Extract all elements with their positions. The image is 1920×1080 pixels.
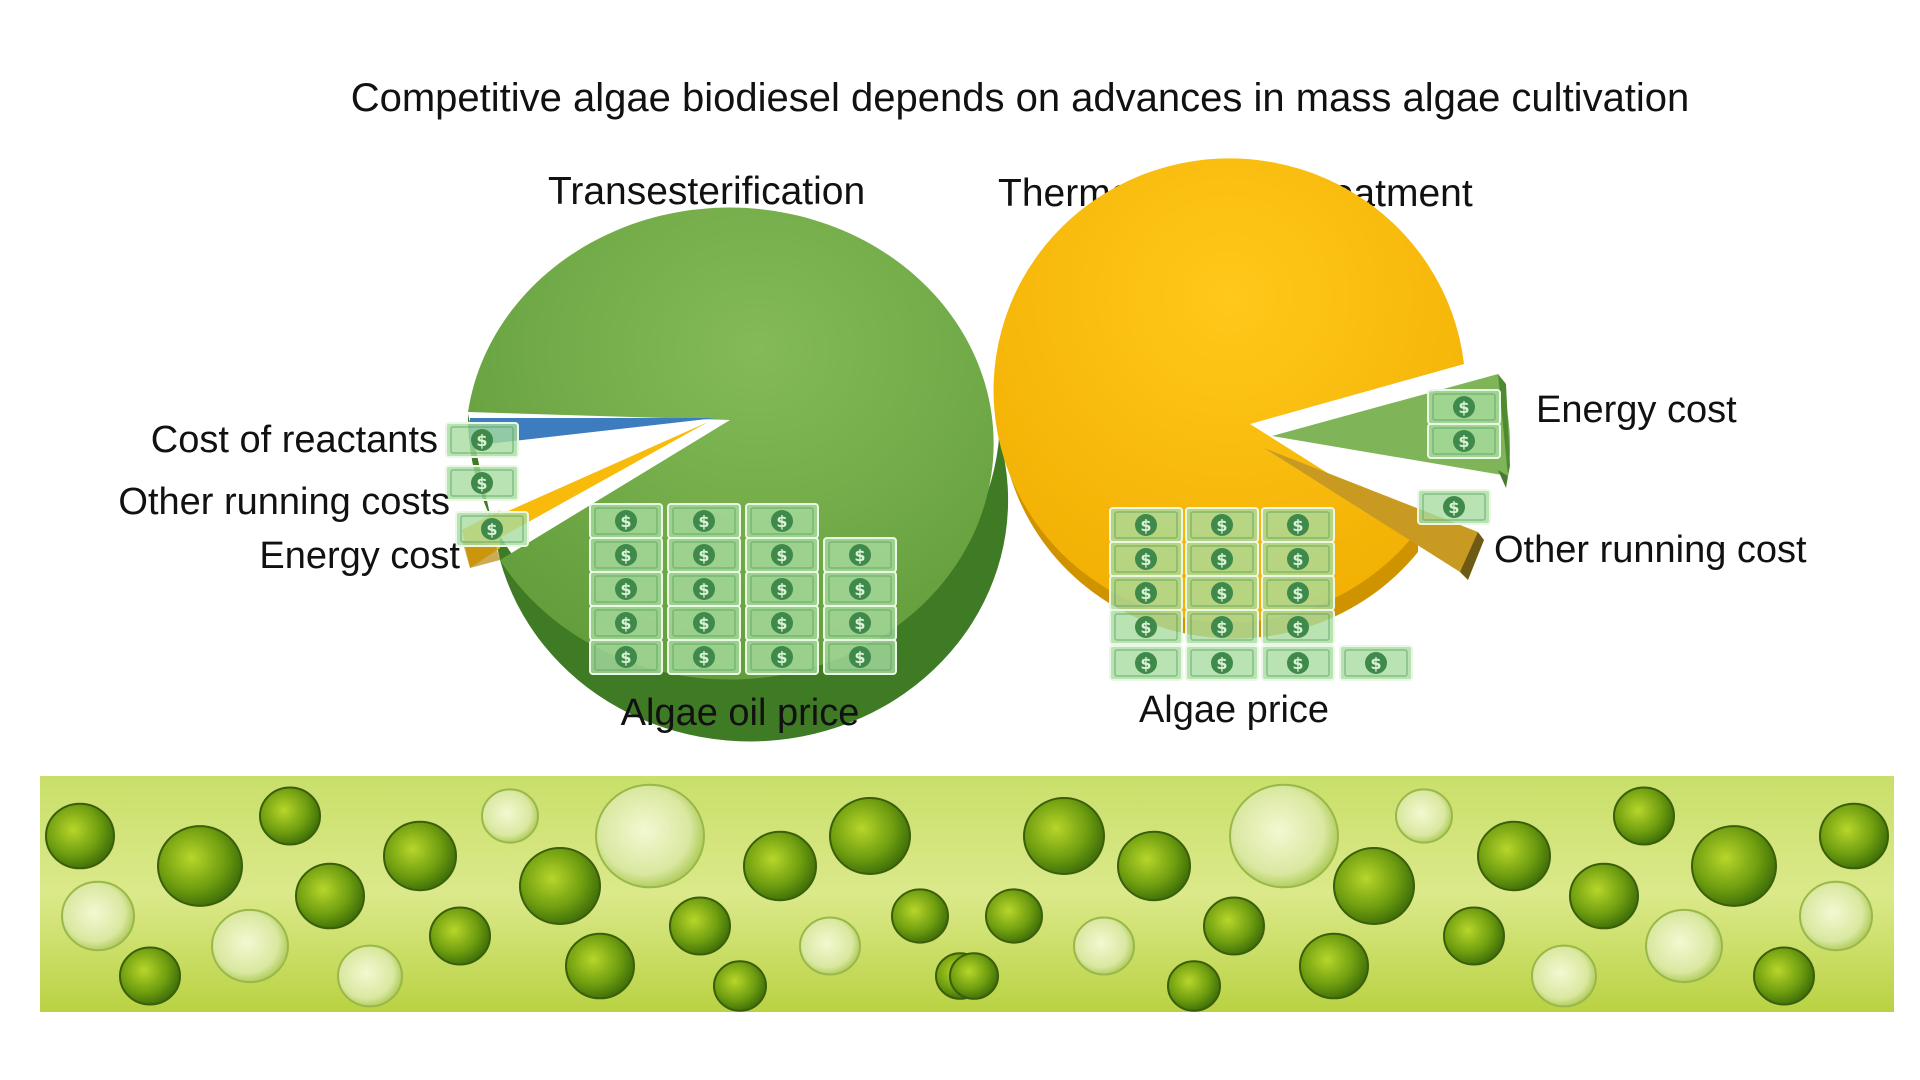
algae-cell xyxy=(1117,830,1191,902)
algae-cell xyxy=(891,888,949,944)
algae-cell xyxy=(1819,802,1889,870)
dollar-bill-icon xyxy=(1261,575,1335,611)
dollar-bill-icon xyxy=(745,571,819,607)
algae-cell xyxy=(211,908,289,984)
dollar-bill-icon xyxy=(667,639,741,675)
dollar-bill-icon xyxy=(589,503,663,539)
dollar-bill-icon xyxy=(1339,645,1413,681)
dollar-bill-icon xyxy=(1185,575,1259,611)
label-cost-of-reactants: Cost of reactants xyxy=(151,419,438,461)
dollar-bill-icon xyxy=(589,537,663,573)
algae-cell xyxy=(1753,946,1815,1006)
algae-cell xyxy=(713,960,767,1012)
dollar-bill-icon xyxy=(1109,609,1183,645)
algae-cell xyxy=(1645,908,1723,984)
algae-cell xyxy=(429,906,491,966)
figure-title: Competitive algae biodiesel depends on a… xyxy=(350,76,1690,120)
algae-cell xyxy=(949,952,999,1000)
label-other-running-costs: Other running costs xyxy=(118,481,450,523)
pie-slice-algae-price xyxy=(993,158,1464,623)
dollar-bill-icon xyxy=(1261,541,1335,577)
algae-cell xyxy=(1477,820,1551,892)
dollar-bill-icon xyxy=(745,639,819,675)
algae-cell xyxy=(1167,960,1221,1012)
algae-cell xyxy=(1691,825,1777,907)
algae-micrograph xyxy=(40,776,1894,1012)
algae-cell xyxy=(1613,786,1675,846)
algae-cell xyxy=(119,946,181,1006)
dollar-bill-icon xyxy=(1261,609,1335,645)
dollar-bill-icon xyxy=(1261,645,1335,681)
algae-cell xyxy=(1023,797,1105,875)
algae-cell xyxy=(985,888,1043,944)
dollar-bill-icon xyxy=(823,605,897,641)
pie-slice-cost-of-reactants xyxy=(470,418,716,446)
dollar-bill-icon xyxy=(1417,489,1491,525)
algae-cell xyxy=(481,788,539,844)
algae-cell xyxy=(1203,896,1265,956)
dollar-bill-icon xyxy=(445,422,519,458)
dollar-bill-icon xyxy=(1427,389,1501,425)
algae-cell xyxy=(519,847,601,925)
dollar-bill-icon xyxy=(1109,507,1183,543)
dollar-bill-icon xyxy=(1109,645,1183,681)
label-energy-cost-left: Energy cost xyxy=(259,535,460,577)
pie-charts-figure: $ xyxy=(118,158,1807,742)
algae-cell xyxy=(1229,783,1339,889)
dollar-bill-icon xyxy=(823,571,897,607)
pie-slice-other-running-costs xyxy=(488,422,708,540)
dollar-bill-icon xyxy=(1261,507,1335,543)
algae-cell xyxy=(1299,932,1369,1000)
algae-cell xyxy=(61,880,135,952)
dollar-bill-icon xyxy=(1185,645,1259,681)
dollar-bill-icon xyxy=(667,537,741,573)
dollar-bill-icon xyxy=(667,571,741,607)
chart-title-transesterification: Transesterification xyxy=(548,170,866,213)
dollar-bill-icon xyxy=(1427,423,1501,459)
algae-cell xyxy=(829,797,911,875)
dollar-bill-icon xyxy=(455,511,529,547)
algae-cell xyxy=(259,786,321,846)
algae-cell xyxy=(1443,906,1505,966)
dollar-bill-icon xyxy=(745,605,819,641)
algae-cell xyxy=(1073,916,1135,976)
algae-cell xyxy=(157,825,243,907)
label-algae-price: Algae price xyxy=(1139,689,1329,731)
dollar-bill-icon xyxy=(1109,541,1183,577)
algae-cell xyxy=(383,820,457,892)
dollar-bill-icon xyxy=(1185,541,1259,577)
dollar-bill-icon xyxy=(745,503,819,539)
algae-cell xyxy=(595,783,705,889)
dollar-bill-icon xyxy=(589,605,663,641)
algae-cell xyxy=(45,802,115,870)
dollar-bill-icon xyxy=(667,605,741,641)
algae-cell xyxy=(1569,862,1639,930)
dollar-bill-icon xyxy=(1185,609,1259,645)
algae-cell xyxy=(1531,944,1597,1008)
algae-cell xyxy=(799,916,861,976)
dollar-bill-icon xyxy=(589,571,663,607)
algae-cell xyxy=(1395,788,1453,844)
dollar-bill-icon xyxy=(745,537,819,573)
dollar-bill-icon xyxy=(589,639,663,675)
dollar-bill-icon xyxy=(1109,575,1183,611)
algae-cell xyxy=(337,944,403,1008)
algae-cell xyxy=(743,830,817,902)
dollar-bill-icon xyxy=(823,537,897,573)
label-algae-oil-price: Algae oil price xyxy=(621,692,860,734)
algae-cell xyxy=(1333,847,1415,925)
dollar-bill-icon xyxy=(667,503,741,539)
algae-cell xyxy=(1799,880,1873,952)
algae-cell xyxy=(565,932,635,1000)
dollar-bill-icon xyxy=(823,639,897,675)
dollar-bill-icon xyxy=(445,465,519,501)
pie-slice-other-running-cost-right xyxy=(1264,448,1478,572)
algae-cell xyxy=(295,862,365,930)
label-other-running-cost-right: Other running cost xyxy=(1494,529,1807,571)
label-energy-cost-right: Energy cost xyxy=(1536,389,1737,431)
algae-cell xyxy=(669,896,731,956)
dollar-bill-icon xyxy=(1185,507,1259,543)
